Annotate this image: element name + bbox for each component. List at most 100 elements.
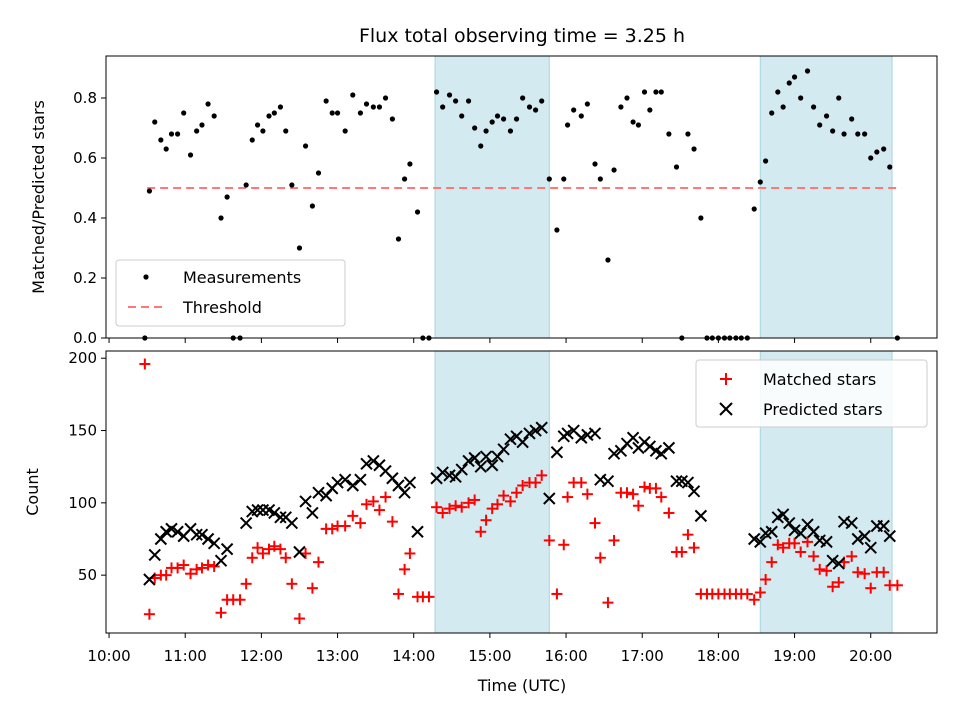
bot-plus-point-74 xyxy=(602,597,614,609)
top-dot-point-51 xyxy=(459,113,465,119)
top-dot-point-28 xyxy=(309,203,316,209)
bot-x-point-46 xyxy=(455,463,468,476)
bot-plus-point-35 xyxy=(354,517,366,529)
bot-x-point-82 xyxy=(681,476,695,489)
bot-plus-point-43 xyxy=(404,547,416,559)
top-dot-point-24 xyxy=(283,128,289,134)
bot-x-point-29 xyxy=(331,476,344,489)
top-dot-point-4 xyxy=(163,146,169,152)
bot-plus-point-8 xyxy=(185,568,197,580)
bot-x-point-53 xyxy=(497,443,510,456)
top-dot-point-76 xyxy=(618,104,624,110)
top-dot-point-85 xyxy=(673,164,680,170)
bot-plus-point-121 xyxy=(891,579,903,591)
bot-plus-point-28 xyxy=(306,582,318,594)
bot-x-point-20 xyxy=(274,511,287,524)
top-dot-point-100 xyxy=(763,158,769,164)
bot-x-point-61 xyxy=(550,446,564,459)
bot-plus-point-38 xyxy=(373,504,385,516)
top-dot-point-48 xyxy=(440,104,446,110)
bot-x-point-80 xyxy=(670,474,683,488)
top-dot-point-109 xyxy=(817,122,823,128)
bot-y-tick-label-2: 150 xyxy=(68,422,97,440)
bot-plus-point-33 xyxy=(339,520,351,532)
top-dot-point-23 xyxy=(277,104,284,110)
bot-plus-point-26 xyxy=(293,613,305,625)
bot-x-point-90 xyxy=(776,508,790,521)
top-dot-point-44 xyxy=(414,209,421,215)
bot-plus-point-20 xyxy=(257,547,269,559)
bot-plus-point-119 xyxy=(878,566,890,578)
top-legend-box xyxy=(115,259,346,327)
bot-x-point-92 xyxy=(788,524,801,537)
bot-x-point-0 xyxy=(143,573,156,586)
bot-x-point-16 xyxy=(251,503,264,517)
predicted-legend-marker xyxy=(719,402,733,416)
bot-x-point-2 xyxy=(154,532,168,546)
bot-x-point-14 xyxy=(239,516,253,530)
bot-x-point-95 xyxy=(807,525,820,538)
x-tick-label-1: 11:00 xyxy=(164,647,207,665)
bot-plus-point-82 xyxy=(650,482,662,494)
bot-plus-point-49 xyxy=(444,503,456,515)
top-dot-point-5 xyxy=(168,131,175,137)
bot-x-point-48 xyxy=(468,451,481,465)
bot-x-point-83 xyxy=(687,485,701,498)
top-dot-point-99 xyxy=(757,179,763,185)
bot-plus-point-39 xyxy=(380,491,392,503)
bot-plus-point-34 xyxy=(347,510,359,522)
top-dot-point-71 xyxy=(584,101,590,107)
bot-x-point-10 xyxy=(201,532,215,546)
bot-plus-point-40 xyxy=(386,516,398,528)
top-dot-point-107 xyxy=(804,68,811,74)
top-dot-point-113 xyxy=(841,131,847,137)
bot-x-point-50 xyxy=(479,450,493,463)
top-dot-point-115 xyxy=(855,131,861,137)
top-dot-point-32 xyxy=(334,110,341,116)
bot-x-point-25 xyxy=(306,506,319,520)
top-dot-point-12 xyxy=(211,113,217,119)
chart-title: Flux total observing time = 3.25 h xyxy=(359,25,685,47)
top-dot-point-53 xyxy=(472,125,478,131)
bot-plus-point-107 xyxy=(802,536,814,548)
bottom-panel-frame xyxy=(105,350,938,634)
bot-plus-point-116 xyxy=(859,568,871,580)
bot-x-point-78 xyxy=(655,447,668,460)
measurements-legend-marker xyxy=(143,274,149,280)
matched-legend-marker xyxy=(720,373,732,385)
bot-plus-point-0 xyxy=(139,358,151,370)
top-dot-point-69 xyxy=(571,107,577,113)
bot-x-point-23 xyxy=(293,545,306,559)
bot-plus-point-12 xyxy=(208,560,220,572)
top-dot-point-88 xyxy=(691,146,697,152)
bot-plus-point-24 xyxy=(280,552,292,564)
bot-plus-point-63 xyxy=(530,477,542,489)
bot-plus-point-75 xyxy=(608,534,620,546)
bot-plus-point-78 xyxy=(627,488,639,500)
bot-x-point-12 xyxy=(214,554,228,567)
top-dot-point-70 xyxy=(578,113,584,119)
bot-plus-point-29 xyxy=(313,556,325,568)
bottom-y-axis-title: Count xyxy=(23,468,42,516)
x-tick-label-10: 20:00 xyxy=(849,647,892,665)
bot-plus-point-67 xyxy=(558,539,570,551)
bot-plus-point-19 xyxy=(252,542,264,554)
top-dot-point-8 xyxy=(187,152,194,158)
top-dot-point-56 xyxy=(489,119,495,125)
bot-plus-point-46 xyxy=(423,591,435,603)
bot-plus-point-114 xyxy=(846,550,858,562)
top-dot-point-49 xyxy=(446,92,453,98)
bot-plus-point-61 xyxy=(517,479,529,491)
bot-plus-point-6 xyxy=(172,562,184,574)
top-dot-point-111 xyxy=(830,128,836,134)
top-dot-point-2 xyxy=(152,119,158,125)
bot-plus-point-52 xyxy=(463,497,475,509)
bot-x-point-98 xyxy=(826,554,839,567)
x-tick-label-7: 17:00 xyxy=(621,647,664,665)
top-dot-point-57 xyxy=(494,113,501,119)
top-dot-point-116 xyxy=(862,131,868,137)
x-tick-label-4: 14:00 xyxy=(392,647,435,665)
bot-plus-point-41 xyxy=(392,588,404,600)
bot-plus-point-99 xyxy=(754,587,766,599)
